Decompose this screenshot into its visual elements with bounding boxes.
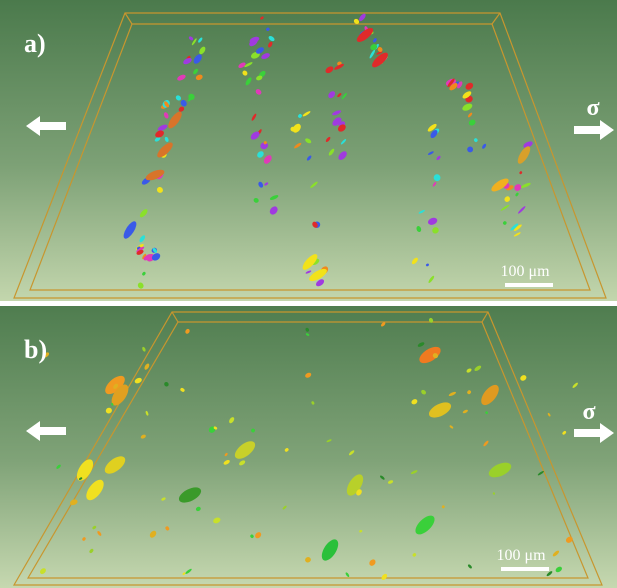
scale-bar-label: 100 μm <box>500 263 550 280</box>
scale-bar <box>505 283 553 287</box>
figure: a) σ 100 μm b) σ 100 μm <box>0 0 617 588</box>
scale-bar-label: 100 μm <box>496 547 546 564</box>
panel-b: b) σ 100 μm <box>0 306 617 588</box>
panel-background <box>0 306 617 588</box>
stress-symbol: σ <box>586 95 599 121</box>
separator <box>0 301 617 306</box>
panel-label: a) <box>24 29 46 58</box>
scale-bar <box>501 567 549 571</box>
stress-symbol: σ <box>582 399 595 425</box>
panel-a: a) σ 100 μm <box>0 0 617 301</box>
panel-label: b) <box>24 335 47 364</box>
page: a) σ 100 μm b) σ 100 μm (() => { const d… <box>0 0 617 588</box>
